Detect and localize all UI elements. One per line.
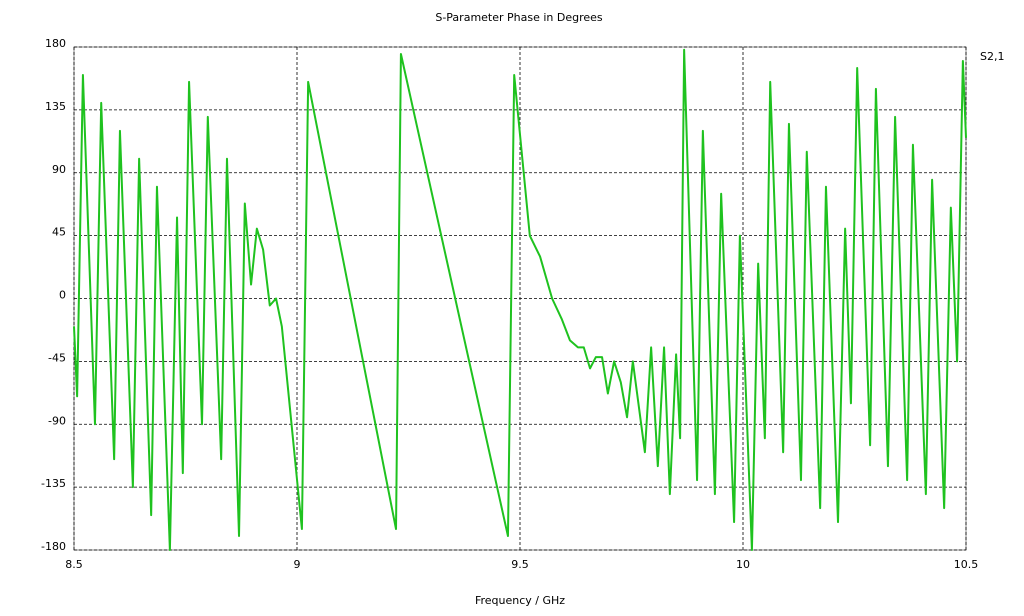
y-tick-label: -45 — [48, 351, 66, 364]
y-tick-label: -135 — [41, 477, 66, 490]
x-tick-label: 9 — [294, 558, 301, 571]
y-tick-label: 180 — [45, 37, 66, 50]
x-tick-label: 10.5 — [954, 558, 979, 571]
x-tick-label: 8.5 — [65, 558, 83, 571]
x-tick-label: 9.5 — [511, 558, 529, 571]
y-tick-label: 90 — [52, 163, 66, 176]
y-tick-label: 0 — [59, 289, 66, 302]
x-tick-label: 10 — [736, 558, 750, 571]
y-tick-label: 135 — [45, 100, 66, 113]
y-tick-label: -180 — [41, 540, 66, 553]
chart-title: S-Parameter Phase in Degrees — [435, 11, 603, 24]
y-tick-label: 45 — [52, 226, 66, 239]
y-tick-label: -90 — [48, 414, 66, 427]
series-line — [73, 48, 967, 551]
x-axis-label: Frequency / GHz — [475, 594, 565, 607]
legend-entry: S2,1 — [980, 50, 1004, 63]
